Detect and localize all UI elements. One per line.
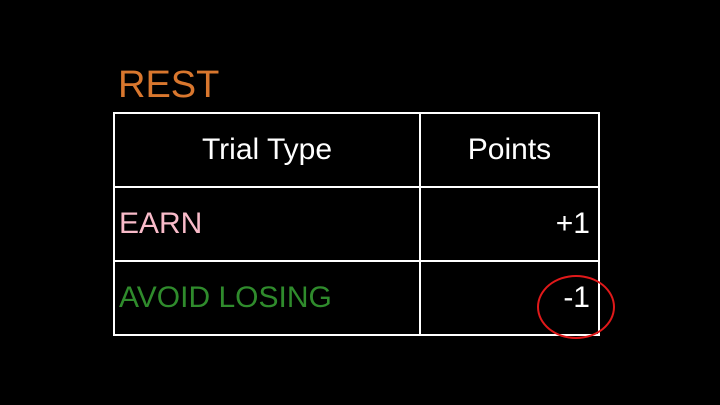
table-header-row: Trial Type Points	[113, 112, 600, 188]
trial-points-table: Trial Type Points EARN +1 AVOID LOSING -…	[113, 112, 600, 336]
points-avoid-losing: -1	[419, 260, 600, 336]
trial-type-avoid-losing: AVOID LOSING	[113, 260, 421, 336]
trial-type-earn: EARN	[113, 186, 421, 262]
slide-title: REST	[118, 64, 220, 106]
header-trial-type: Trial Type	[113, 112, 421, 188]
points-earn: +1	[419, 186, 600, 262]
table-row-earn: EARN +1	[113, 186, 600, 262]
header-points: Points	[419, 112, 600, 188]
table-row-avoid-losing: AVOID LOSING -1	[113, 260, 600, 336]
